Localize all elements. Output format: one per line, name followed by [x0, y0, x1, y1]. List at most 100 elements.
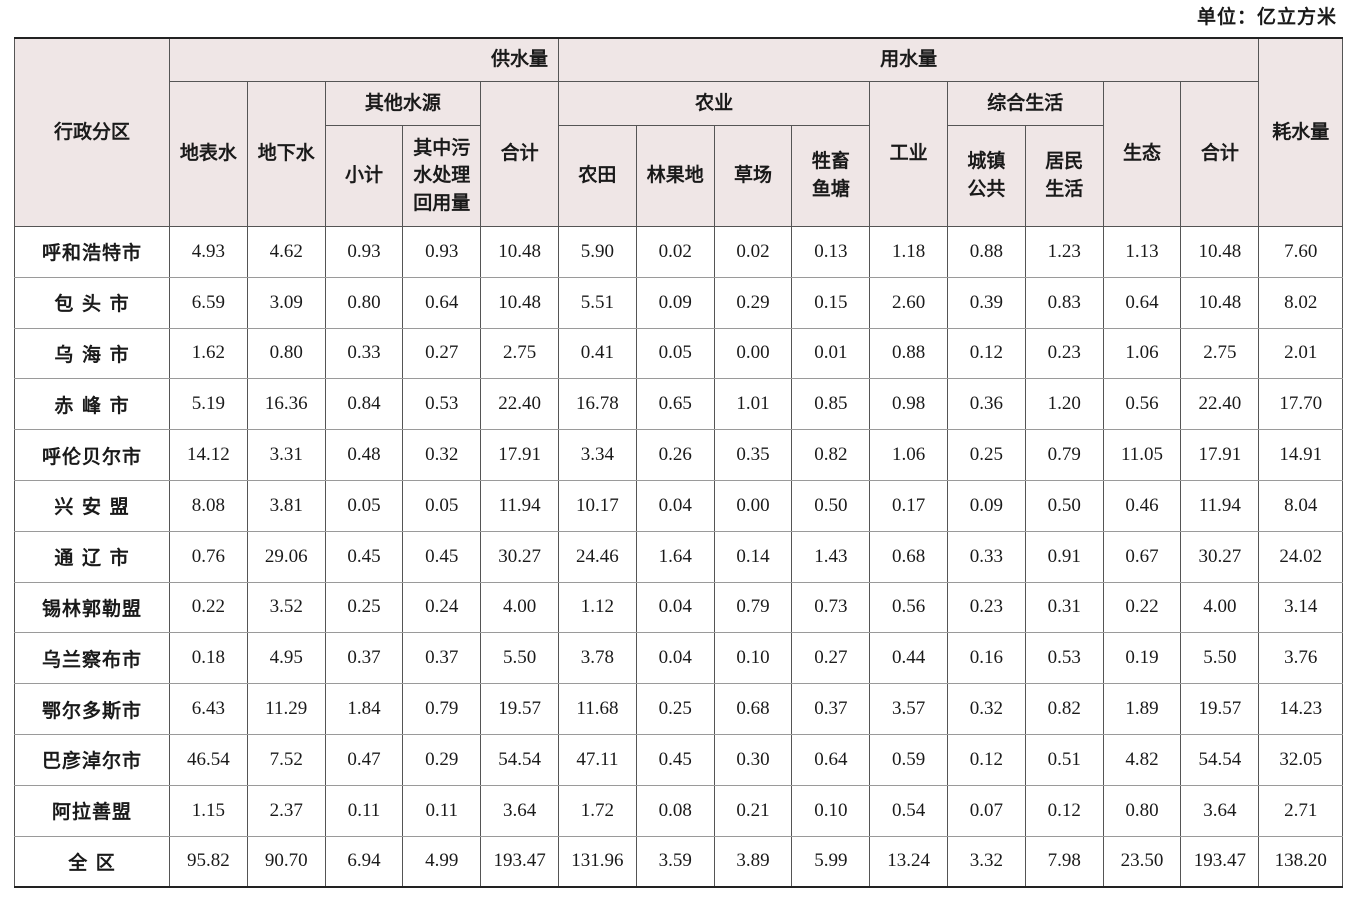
- value-cell: 0.14: [713, 530, 793, 583]
- value-cell: 0.25: [635, 683, 715, 735]
- value-cell: 5.50: [1180, 632, 1260, 685]
- value-cell: 4.00: [1180, 581, 1260, 634]
- value-cell: 0.37: [402, 632, 482, 685]
- value-cell: 0.04: [635, 632, 715, 685]
- value-cell: 0.15: [791, 276, 871, 329]
- value-cell: 0.64: [1102, 276, 1182, 329]
- value-cell: 5.50: [480, 632, 560, 685]
- value-cell: 0.31: [1024, 581, 1104, 634]
- header-agriculture: 农业: [558, 81, 871, 126]
- value-cell: 10.48: [1180, 226, 1260, 278]
- header-domestic: 综合生活: [947, 81, 1104, 126]
- value-cell: 0.44: [869, 632, 949, 685]
- value-cell: 1.18: [869, 226, 949, 278]
- value-cell: 0.79: [1024, 429, 1104, 481]
- table-row: 包 头 市 6.59 3.09 0.80 0.64 10.48 5.51 0.09 0.29 0.…: [14, 276, 1344, 329]
- value-cell: 0.80: [246, 327, 326, 380]
- value-cell: 0.32: [402, 429, 482, 481]
- unit-label: 单位：亿立方米: [1196, 6, 1337, 28]
- value-cell: 0.56: [1102, 378, 1182, 431]
- value-cell: 0.30: [713, 733, 793, 786]
- value-cell: 7.52: [246, 733, 326, 786]
- value-cell: 23.50: [1102, 835, 1182, 889]
- value-cell: 0.32: [947, 683, 1026, 735]
- value-cell: 0.37: [324, 632, 404, 685]
- value-cell: 2.75: [480, 327, 560, 380]
- header-ecology: 生态: [1102, 81, 1182, 227]
- value-cell: 7.98: [1024, 835, 1104, 889]
- table-row: 兴 安 盟 8.08 3.81 0.05 0.05 11.94 10.17 0.04 0.00 0…: [14, 479, 1344, 532]
- region-cell: 乌 海 市: [14, 327, 170, 380]
- value-cell: 3.81: [246, 479, 326, 532]
- value-cell: 0.12: [1024, 784, 1104, 837]
- value-cell: 0.02: [635, 226, 715, 278]
- value-cell: 0.91: [1024, 530, 1104, 583]
- table-body: 呼和浩特市 4.93 4.62 0.93 0.93 10.48 5.90 0.02 0.02 0.…: [14, 226, 1344, 889]
- region-cell: 乌兰察布市: [14, 632, 170, 685]
- value-cell: 0.98: [869, 378, 949, 431]
- value-cell: 1.20: [1024, 378, 1104, 431]
- value-cell: 0.23: [1024, 327, 1104, 380]
- value-cell: 11.05: [1102, 429, 1182, 481]
- value-cell: 3.14: [1258, 581, 1344, 634]
- value-cell: 22.40: [1180, 378, 1260, 431]
- value-cell: 0.09: [947, 479, 1026, 532]
- value-cell: 0.05: [402, 479, 482, 532]
- table-row: 锡林郭勒盟 0.22 3.52 0.25 0.24 4.00 1.12 0.04 0.79 0.7…: [14, 581, 1344, 634]
- value-cell: 0.80: [324, 276, 404, 329]
- value-cell: 3.59: [635, 835, 715, 889]
- header-use: 用水量: [558, 37, 1260, 82]
- value-cell: 5.90: [558, 226, 637, 278]
- value-cell: 14.23: [1258, 683, 1344, 735]
- value-cell: 95.82: [169, 835, 248, 889]
- region-cell: 呼伦贝尔市: [14, 429, 170, 481]
- value-cell: 4.00: [480, 581, 560, 634]
- value-cell: 47.11: [558, 733, 637, 786]
- value-cell: 0.33: [324, 327, 404, 380]
- value-cell: 3.09: [246, 276, 326, 329]
- value-cell: 0.37: [791, 683, 871, 735]
- value-cell: 10.48: [480, 226, 560, 278]
- value-cell: 4.95: [246, 632, 326, 685]
- value-cell: 30.27: [1180, 530, 1260, 583]
- value-cell: 0.04: [635, 479, 715, 532]
- value-cell: 0.05: [324, 479, 404, 532]
- table-row: 巴彦淖尔市 46.54 7.52 0.47 0.29 54.54 47.11 0.45 0.30…: [14, 733, 1344, 786]
- value-cell: 4.82: [1102, 733, 1182, 786]
- value-cell: 1.72: [558, 784, 637, 837]
- region-cell: 锡林郭勒盟: [14, 581, 170, 634]
- region-cell: 巴彦淖尔市: [14, 733, 170, 786]
- region-cell: 全 区: [14, 835, 170, 889]
- value-cell: 0.65: [635, 378, 715, 431]
- header-use-total: 合计: [1180, 81, 1260, 227]
- value-cell: 3.57: [869, 683, 949, 735]
- value-cell: 0.85: [791, 378, 871, 431]
- value-cell: 8.08: [169, 479, 248, 532]
- value-cell: 29.06: [246, 530, 326, 583]
- value-cell: 4.99: [402, 835, 482, 889]
- value-cell: 0.45: [324, 530, 404, 583]
- value-cell: 0.29: [713, 276, 793, 329]
- value-cell: 6.94: [324, 835, 404, 889]
- value-cell: 14.91: [1258, 429, 1344, 481]
- header-grassland: 草场: [713, 125, 793, 227]
- value-cell: 24.46: [558, 530, 637, 583]
- value-cell: 46.54: [169, 733, 248, 786]
- region-cell: 兴 安 盟: [14, 479, 170, 532]
- value-cell: 0.08: [635, 784, 715, 837]
- region-cell: 呼和浩特市: [14, 226, 170, 278]
- value-cell: 1.12: [558, 581, 637, 634]
- value-cell: 0.79: [402, 683, 482, 735]
- value-cell: 54.54: [1180, 733, 1260, 786]
- value-cell: 1.43: [791, 530, 871, 583]
- value-cell: 17.70: [1258, 378, 1344, 431]
- value-cell: 3.64: [1180, 784, 1260, 837]
- value-cell: 193.47: [480, 835, 560, 889]
- value-cell: 0.19: [1102, 632, 1182, 685]
- value-cell: 2.37: [246, 784, 326, 837]
- table-row: 乌 海 市 1.62 0.80 0.33 0.27 2.75 0.41 0.05 0.00 0.0…: [14, 327, 1344, 380]
- value-cell: 0.12: [947, 733, 1026, 786]
- value-cell: 0.02: [713, 226, 793, 278]
- region-cell: 鄂尔多斯市: [14, 683, 170, 735]
- value-cell: 0.50: [1024, 479, 1104, 532]
